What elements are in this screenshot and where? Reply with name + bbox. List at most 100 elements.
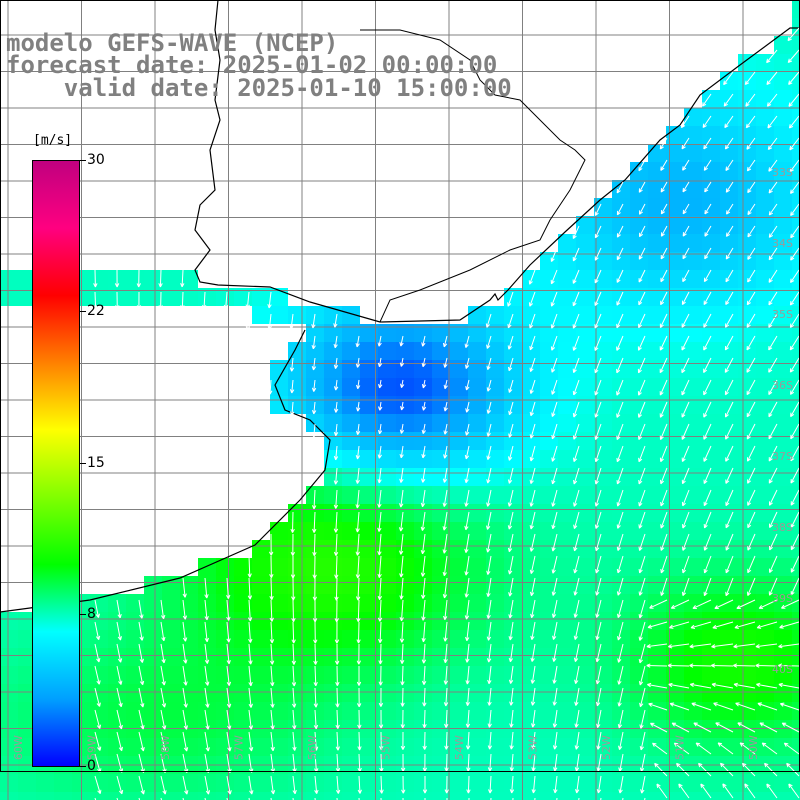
wind-speed-cell <box>234 648 252 666</box>
wind-speed-cell <box>684 414 702 432</box>
wind-speed-cell <box>216 558 234 576</box>
wind-arrow <box>313 665 318 687</box>
wind-speed-cell <box>576 612 594 630</box>
wind-speed-cell <box>324 306 342 324</box>
wind-speed-cell <box>594 738 612 756</box>
wind-speed-cell <box>702 126 720 144</box>
wind-speed-cell <box>666 396 684 414</box>
wind-arrow <box>508 379 514 393</box>
wind-speed-cell <box>306 774 324 792</box>
wind-speed-cell <box>234 666 252 684</box>
wind-speed-cell <box>540 252 558 270</box>
wind-arrow <box>646 663 668 668</box>
wind-arrow <box>115 291 120 310</box>
wind-speed-cell <box>270 360 288 378</box>
wind-arrow <box>507 511 514 530</box>
wind-arrow <box>594 269 602 284</box>
wind-speed-cell <box>774 450 792 468</box>
wind-arrow <box>637 335 646 351</box>
wind-arrow <box>573 467 580 485</box>
wind-arrow <box>660 533 668 551</box>
wind-arrow <box>790 203 800 217</box>
wind-speed-cell <box>270 540 288 558</box>
wind-speed-cell <box>576 630 594 648</box>
wind-speed-cell <box>738 234 756 252</box>
wind-speed-cell <box>270 666 288 684</box>
wind-arrow <box>334 599 339 623</box>
wind-arrow <box>638 159 646 172</box>
wind-arrow <box>767 115 778 129</box>
wind-speed-cell <box>576 486 594 504</box>
wind-arrow <box>552 643 558 662</box>
wind-speed-cell <box>792 234 800 252</box>
wind-speed-cell <box>342 702 360 720</box>
wind-speed-cell <box>666 144 684 162</box>
wind-speed-cell <box>18 270 36 288</box>
wind-speed-cell <box>558 342 576 360</box>
wind-speed-cell <box>504 324 522 342</box>
wind-speed-cell <box>576 522 594 540</box>
wind-arrow <box>377 555 382 578</box>
wind-speed-cell <box>756 684 774 702</box>
wind-arrow <box>442 555 448 577</box>
wind-speed-cell <box>0 792 18 800</box>
wind-speed-cell <box>612 432 630 450</box>
wind-speed-cell <box>396 360 414 378</box>
wind-speed-cell <box>450 360 468 378</box>
wind-arrow <box>507 489 514 507</box>
wind-arrow <box>790 225 800 239</box>
wind-speed-cell <box>36 774 54 792</box>
wind-arrow <box>94 599 100 618</box>
wind-speed-cell <box>450 324 468 342</box>
wind-speed-cell <box>306 792 324 800</box>
wind-arrow <box>552 709 558 728</box>
wind-speed-cell <box>0 774 18 792</box>
wind-arrow <box>552 621 558 640</box>
wind-arrow <box>311 401 317 415</box>
wind-arrow <box>444 731 449 750</box>
wind-speed-cell <box>450 522 468 540</box>
wind-speed-cell <box>684 450 702 468</box>
wind-speed-cell <box>774 216 792 234</box>
wind-speed-cell <box>774 108 792 126</box>
latitude-label: 38S <box>772 521 793 534</box>
wind-speed-cell <box>522 432 540 450</box>
wind-speed-cell <box>522 288 540 306</box>
wind-speed-cell <box>432 450 450 468</box>
wind-arrow <box>574 687 580 706</box>
wind-arrow <box>529 577 536 597</box>
wind-arrow <box>333 445 339 461</box>
wind-speed-cell <box>612 216 630 234</box>
wind-speed-cell <box>90 684 108 702</box>
wind-speed-cell <box>450 450 468 468</box>
wind-speed-cell <box>522 414 540 432</box>
wind-speed-cell <box>234 774 252 792</box>
wind-speed-cell <box>540 702 558 720</box>
wind-arrow <box>764 762 778 777</box>
wind-arrow <box>204 643 210 664</box>
wind-speed-cell <box>522 306 540 324</box>
wind-arrow <box>138 775 145 795</box>
wind-speed-cell <box>738 576 756 594</box>
wind-speed-cell <box>558 270 576 288</box>
wind-speed-cell <box>198 702 216 720</box>
wind-speed-cell <box>774 252 792 270</box>
wind-speed-cell <box>270 684 288 702</box>
wind-speed-cell <box>342 648 360 666</box>
wind-speed-cell <box>666 792 684 800</box>
wind-arrow <box>789 357 800 373</box>
wind-speed-cell <box>720 252 738 270</box>
wind-arrow <box>356 666 362 686</box>
wind-speed-cell <box>342 360 360 378</box>
wind-arrow <box>443 379 448 390</box>
wind-arrow <box>226 665 232 686</box>
wind-speed-cell <box>162 666 180 684</box>
wind-speed-cell <box>414 486 432 504</box>
wind-speed-cell <box>216 594 234 612</box>
wind-speed-cell <box>720 702 738 720</box>
wind-speed-cell <box>342 324 360 342</box>
wind-arrow <box>703 401 712 418</box>
wind-arrow <box>377 423 383 435</box>
wind-speed-cell <box>396 432 414 450</box>
